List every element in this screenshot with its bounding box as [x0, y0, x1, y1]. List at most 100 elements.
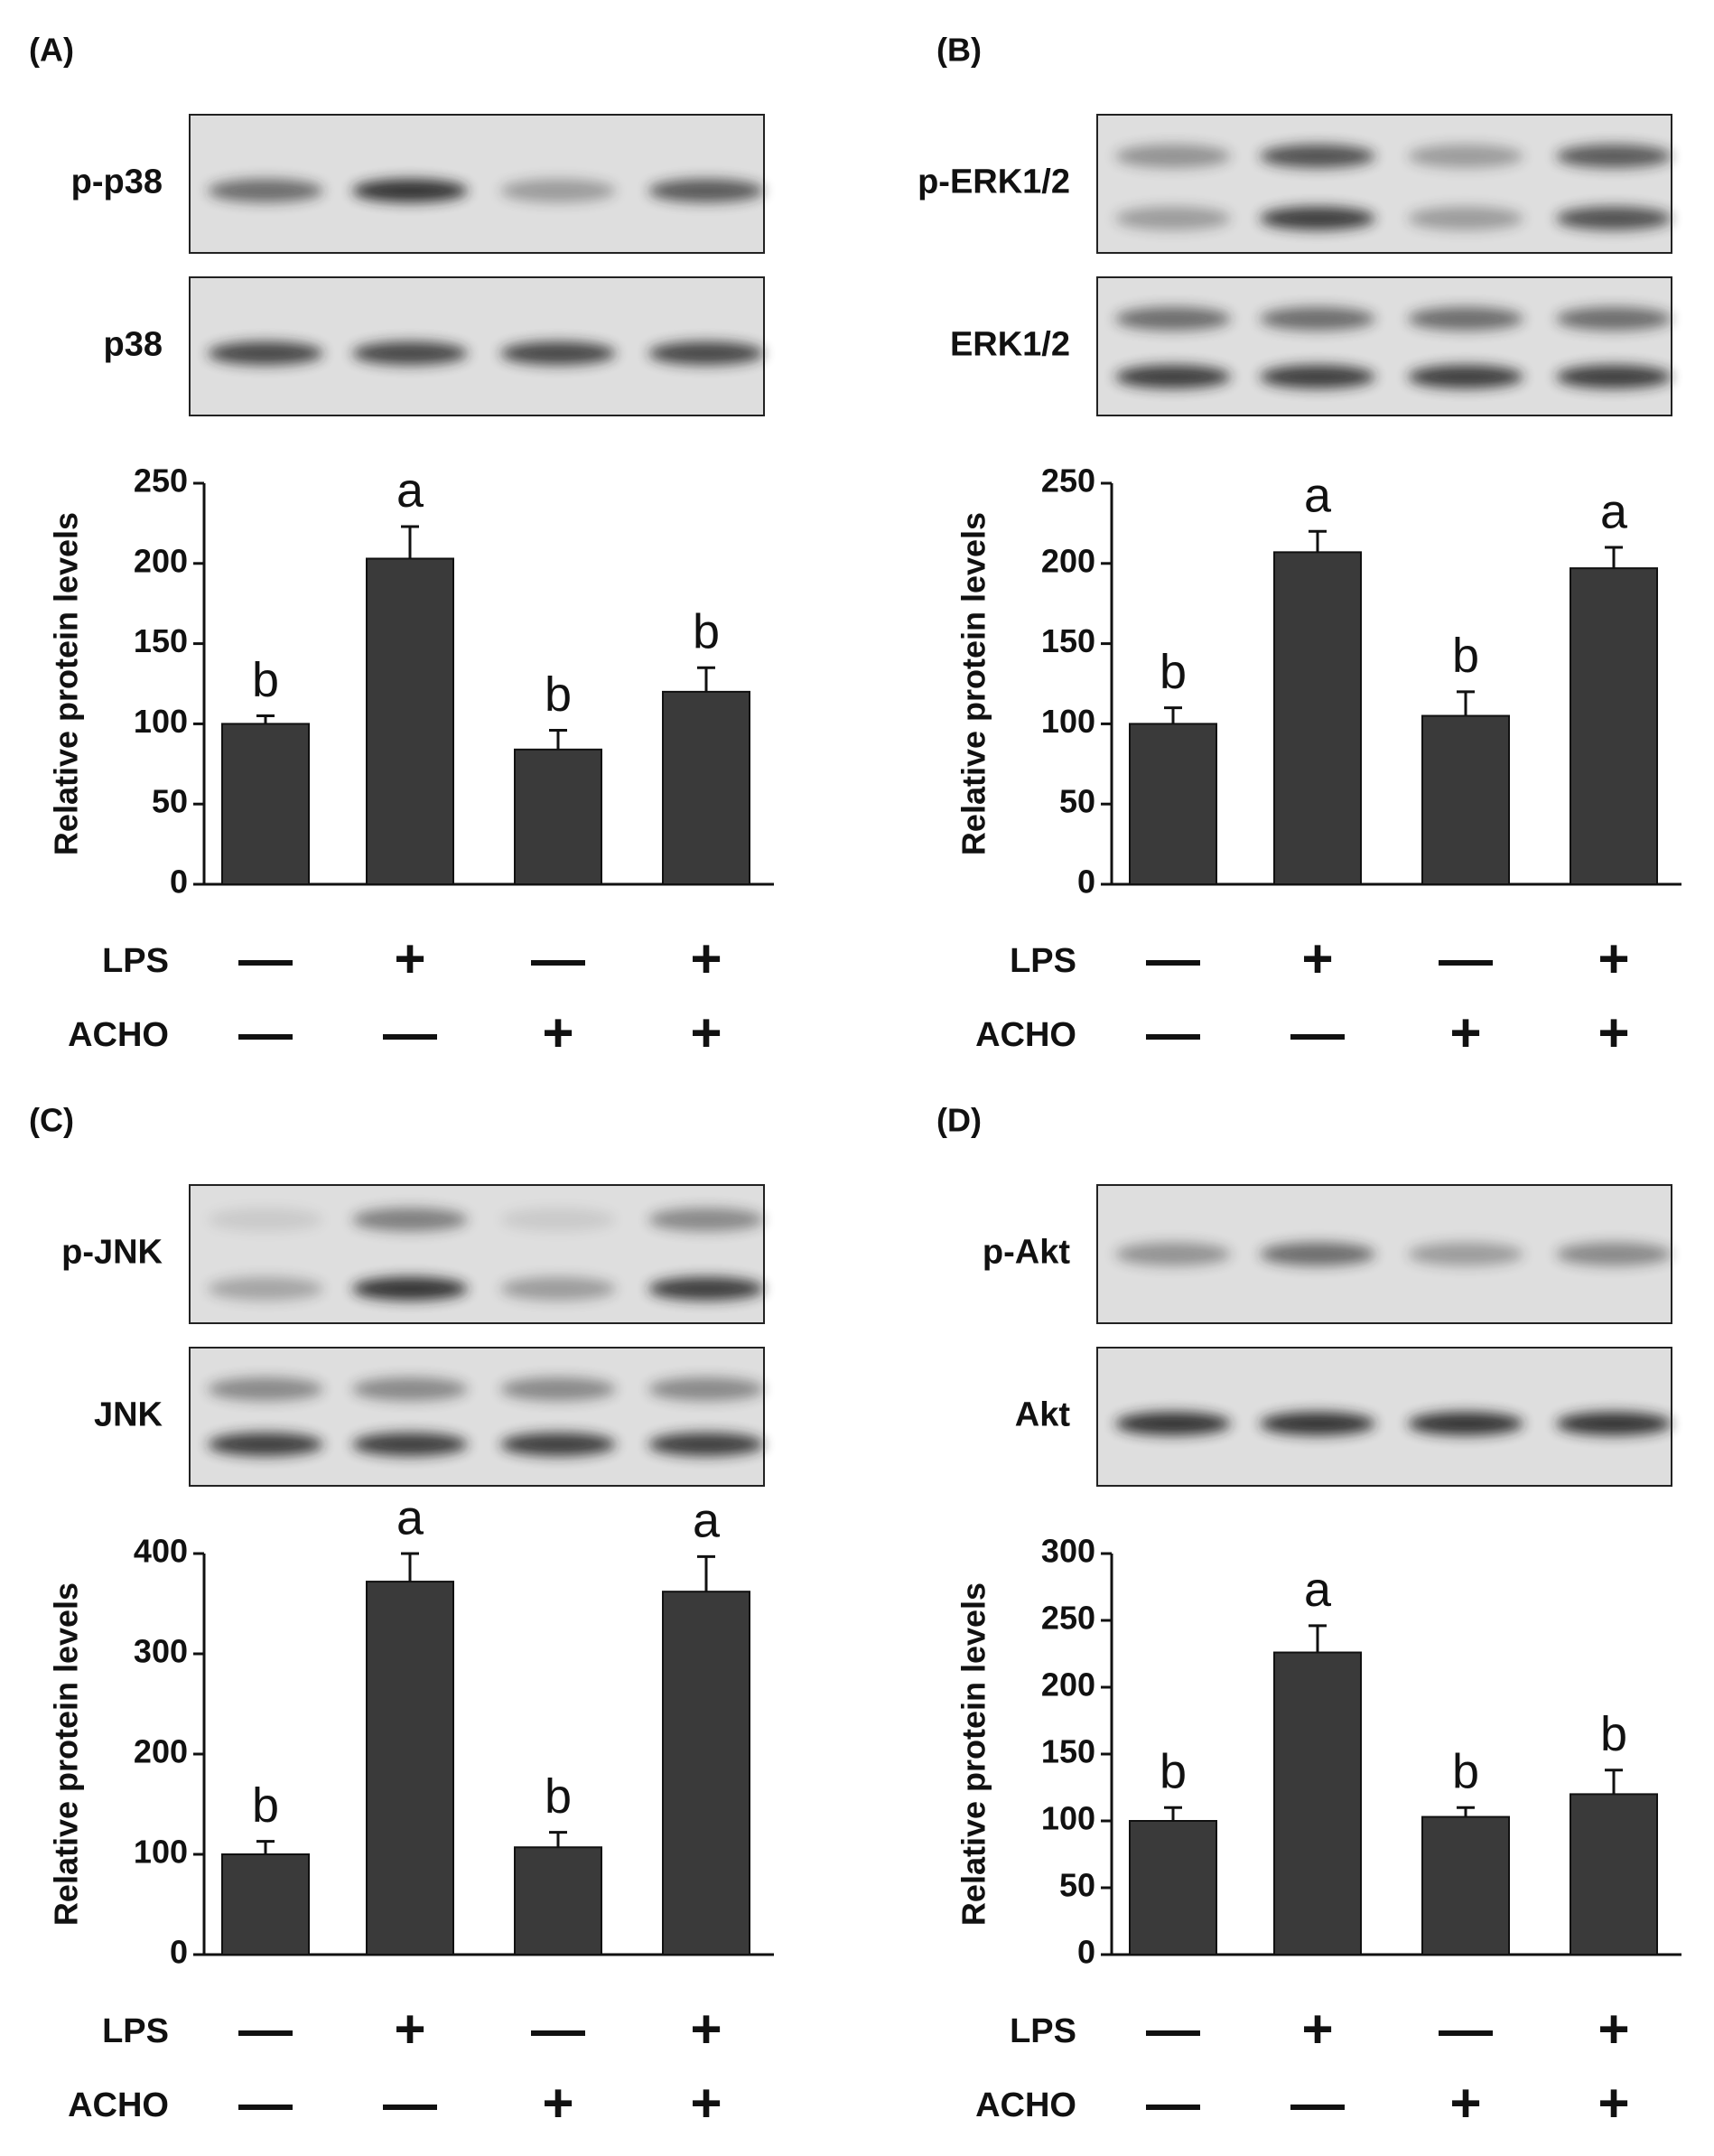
blot-label: p-JNK: [61, 1234, 163, 1272]
blot-band: [352, 341, 468, 366]
blot-label: p38: [104, 326, 163, 364]
y-tick-label: 200: [1041, 542, 1095, 579]
significance-letter: b: [1452, 629, 1479, 683]
y-tick-label: 100: [1041, 703, 1095, 740]
treatment-sign: —: [1146, 1003, 1200, 1063]
bar: [1273, 551, 1362, 885]
y-tick-label: 150: [1041, 1733, 1095, 1770]
blot-label: p-Akt: [983, 1234, 1070, 1272]
panel: (D) p-Akt Akt 0 50 100 150 200 250 300 Relative pr…: [936, 1102, 1681, 2133]
y-tick-label: 100: [134, 703, 188, 740]
blot-band: [500, 341, 616, 366]
treatment-label: ACHO: [68, 2086, 169, 2124]
treatment-sign: +: [690, 1999, 722, 2059]
error-bar: [1164, 1806, 1182, 1821]
blot-band: [1556, 144, 1672, 168]
y-tick-label: 100: [134, 1834, 188, 1871]
blot-label: Akt: [1015, 1396, 1071, 1434]
treatment-sign: —: [238, 1999, 293, 2059]
significance-letter: a: [1304, 469, 1332, 523]
significance-letter: a: [1600, 484, 1628, 538]
panel-label: (B): [936, 32, 982, 69]
blot-band: [1408, 1412, 1523, 1436]
treatment-sign: —: [1146, 1999, 1200, 2059]
significance-letter: b: [1452, 1744, 1479, 1798]
blot-band: [352, 1208, 468, 1232]
blot-band: [1115, 144, 1231, 168]
treatment-sign: —: [238, 1003, 293, 1063]
blot-band: [1115, 1412, 1231, 1436]
blot-image: [1096, 114, 1672, 254]
error-bar: [697, 1554, 715, 1592]
treatment-sign: +: [690, 2073, 722, 2133]
blot-label: ERK1/2: [950, 326, 1070, 364]
blot-band: [1115, 206, 1231, 230]
treatment-sign: +: [394, 929, 425, 989]
y-tick-label: 50: [1059, 783, 1095, 820]
error-bar: [1605, 1769, 1623, 1795]
blot-band: [1556, 365, 1672, 389]
y-tick-label: 300: [134, 1633, 188, 1670]
error-bar: [256, 714, 275, 724]
panel-label: (A): [29, 32, 74, 69]
treatment-sign: +: [1301, 1999, 1333, 2059]
bar: [1570, 567, 1658, 885]
blot-label: p-p38: [71, 163, 163, 201]
blot-band: [1408, 365, 1523, 389]
blot-band: [1556, 1242, 1672, 1266]
error-bar: [401, 1552, 419, 1582]
y-tick-label: 0: [170, 1934, 188, 1971]
bar: [1129, 723, 1217, 886]
blot-band: [648, 1208, 764, 1232]
bar: [221, 723, 310, 886]
blot-image: [189, 1347, 765, 1487]
treatment-sign: +: [1598, 1999, 1629, 2059]
significance-letter: a: [396, 463, 424, 518]
error-bar: [1309, 1624, 1327, 1653]
panel: (C) p-JNK JNK 0 100 200 300 400 Relative protein…: [29, 1102, 774, 2133]
blot-band: [1260, 144, 1375, 168]
blot-image: [189, 1184, 765, 1324]
y-tick-label: 300: [1041, 1533, 1095, 1570]
y-tick-label: 100: [1041, 1800, 1095, 1837]
treatment-sign: +: [542, 2073, 573, 2133]
treatment-sign: +: [1598, 2073, 1629, 2133]
treatment-sign: +: [1598, 1003, 1629, 1063]
blot-band: [1556, 206, 1672, 230]
error-bar: [1164, 706, 1182, 724]
y-axis-label: Relative protein levels: [48, 1582, 85, 1926]
treatment-sign: +: [1301, 929, 1333, 989]
blot-band: [1556, 306, 1672, 331]
y-tick-label: 250: [1041, 462, 1095, 499]
blot-band: [352, 1433, 468, 1457]
blot-band: [1260, 1242, 1375, 1266]
y-tick-label: 150: [134, 622, 188, 659]
bar: [514, 748, 602, 885]
treatment-sign: +: [690, 929, 722, 989]
panel: (A) p-p38 p38 0 50 100 150 200 250 Relative prote…: [29, 32, 774, 1063]
panel-label: (C): [29, 1102, 74, 1139]
treatment-label: LPS: [1010, 942, 1076, 980]
significance-letter: b: [1600, 1707, 1627, 1761]
treatment-sign: +: [394, 1999, 425, 2059]
error-bar: [1309, 529, 1327, 553]
bar: [514, 1846, 602, 1955]
error-bar: [697, 666, 715, 692]
bar: [366, 1581, 454, 1956]
error-bar: [549, 1831, 567, 1848]
y-tick-label: 200: [134, 542, 188, 579]
blot-band: [1408, 144, 1523, 168]
significance-letter: b: [693, 605, 720, 659]
blot-band: [208, 1433, 323, 1457]
significance-letter: b: [545, 1769, 572, 1824]
treatment-sign: —: [1146, 929, 1200, 989]
bar: [221, 1853, 310, 1955]
bar: [1273, 1651, 1362, 1956]
significance-letter: b: [252, 653, 279, 707]
blot-band: [500, 1377, 616, 1401]
treatment-sign: —: [238, 2073, 293, 2133]
treatment-sign: —: [383, 2073, 437, 2133]
blot-band: [1115, 306, 1231, 331]
treatment-sign: +: [542, 1003, 573, 1063]
blot-band: [1556, 1412, 1672, 1436]
